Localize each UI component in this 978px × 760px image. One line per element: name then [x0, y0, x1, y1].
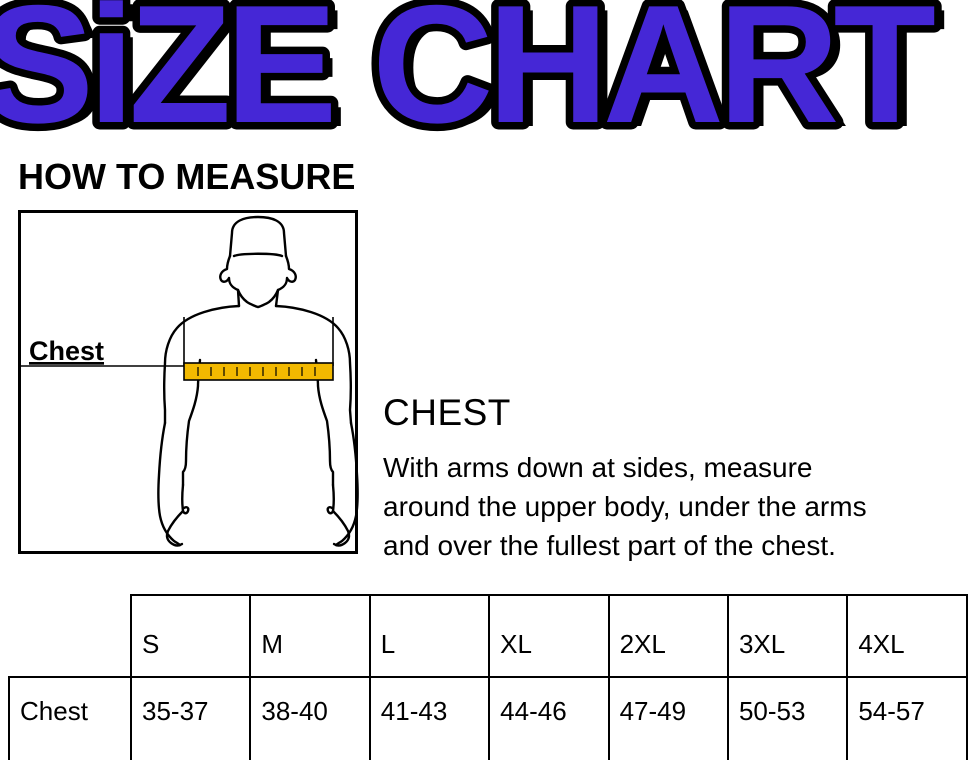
svg-text:Chest: Chest	[29, 336, 104, 366]
svg-text:SiZE CHART: SiZE CHART	[0, 0, 934, 132]
